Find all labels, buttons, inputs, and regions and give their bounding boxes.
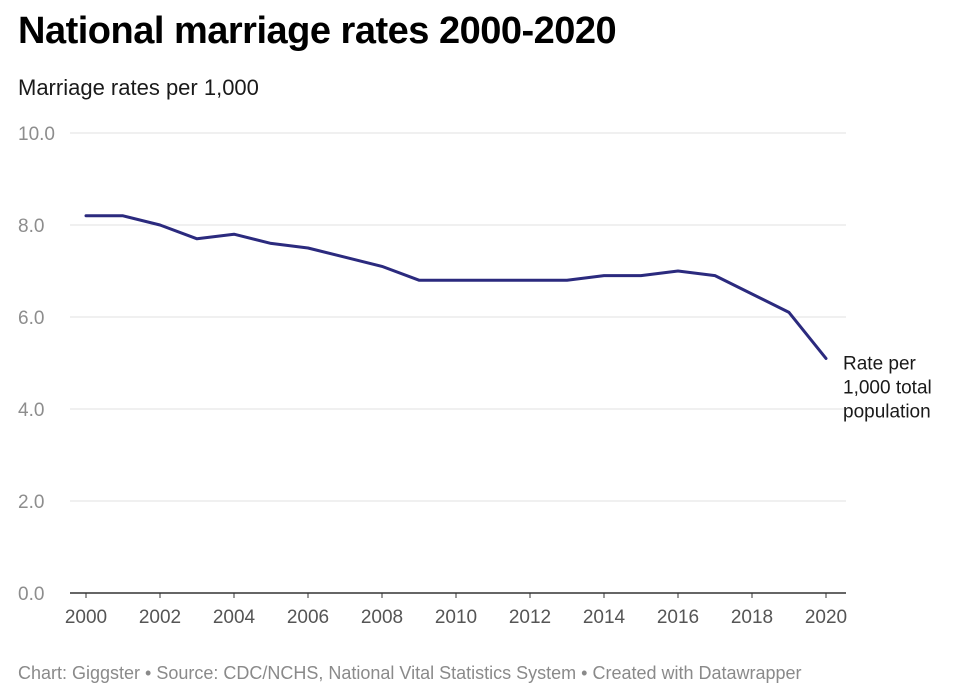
y-tick-label: 6.0 bbox=[18, 308, 44, 329]
data-point bbox=[417, 278, 421, 282]
data-point bbox=[676, 269, 680, 273]
y-tick-label: 10.0 bbox=[18, 124, 55, 145]
y-tick-label: 2.0 bbox=[18, 492, 44, 513]
annotation-line: 1,000 total bbox=[843, 377, 932, 398]
data-point bbox=[195, 237, 199, 241]
data-point bbox=[824, 356, 828, 360]
x-tick-label: 2000 bbox=[65, 607, 107, 628]
chart-subtitle: Marriage rates per 1,000 bbox=[18, 75, 259, 100]
gridlines bbox=[70, 132, 846, 594]
data-point bbox=[750, 292, 754, 296]
data-point bbox=[306, 246, 310, 250]
series-layer bbox=[84, 214, 828, 360]
y-tick-label: 4.0 bbox=[18, 400, 44, 421]
data-point bbox=[343, 255, 347, 259]
data-point bbox=[121, 214, 125, 218]
x-tick-label: 2012 bbox=[509, 607, 551, 628]
x-tick-label: 2010 bbox=[435, 607, 477, 628]
y-tick-label: 8.0 bbox=[18, 216, 44, 237]
x-tick-label: 2020 bbox=[805, 607, 847, 628]
data-point bbox=[491, 278, 495, 282]
data-point bbox=[713, 274, 717, 278]
data-point bbox=[565, 278, 569, 282]
data-point bbox=[454, 278, 458, 282]
x-tick-label: 2014 bbox=[583, 607, 626, 628]
data-point bbox=[158, 223, 162, 227]
x-tick-label: 2018 bbox=[731, 607, 773, 628]
data-point bbox=[84, 214, 88, 218]
data-point bbox=[787, 310, 791, 314]
y-axis-ticks: 0.0 2.0 4.0 6.0 8.0 10.0 bbox=[18, 124, 55, 605]
line-chart: 0.0 2.0 4.0 6.0 8.0 10.0 2000 2002 2004 2006 2008… bbox=[18, 124, 932, 628]
x-tick-label: 2006 bbox=[287, 607, 329, 628]
x-tick-label: 2004 bbox=[213, 607, 256, 628]
data-point bbox=[602, 274, 606, 278]
line-annotation: Rate per 1,000 total population bbox=[843, 353, 932, 422]
data-point bbox=[269, 241, 273, 245]
annotation-line: Rate per bbox=[843, 353, 917, 374]
y-tick-label: 0.0 bbox=[18, 584, 44, 605]
annotation-line: population bbox=[843, 401, 931, 422]
x-tick-label: 2002 bbox=[139, 607, 181, 628]
x-tick-label: 2016 bbox=[657, 607, 699, 628]
data-point bbox=[380, 264, 384, 268]
x-tick-label: 2008 bbox=[361, 607, 403, 628]
data-point bbox=[639, 274, 643, 278]
chart-footer: Chart: Giggster • Source: CDC/NCHS, Nati… bbox=[18, 663, 802, 683]
x-axis-ticks: 2000 2002 2004 2006 2008 2010 2012 2014 2016 2018… bbox=[65, 593, 847, 628]
series-line bbox=[84, 214, 828, 360]
chart-title: National marriage rates 2000-2020 bbox=[18, 10, 617, 52]
data-point bbox=[528, 278, 532, 282]
data-point bbox=[232, 232, 236, 236]
